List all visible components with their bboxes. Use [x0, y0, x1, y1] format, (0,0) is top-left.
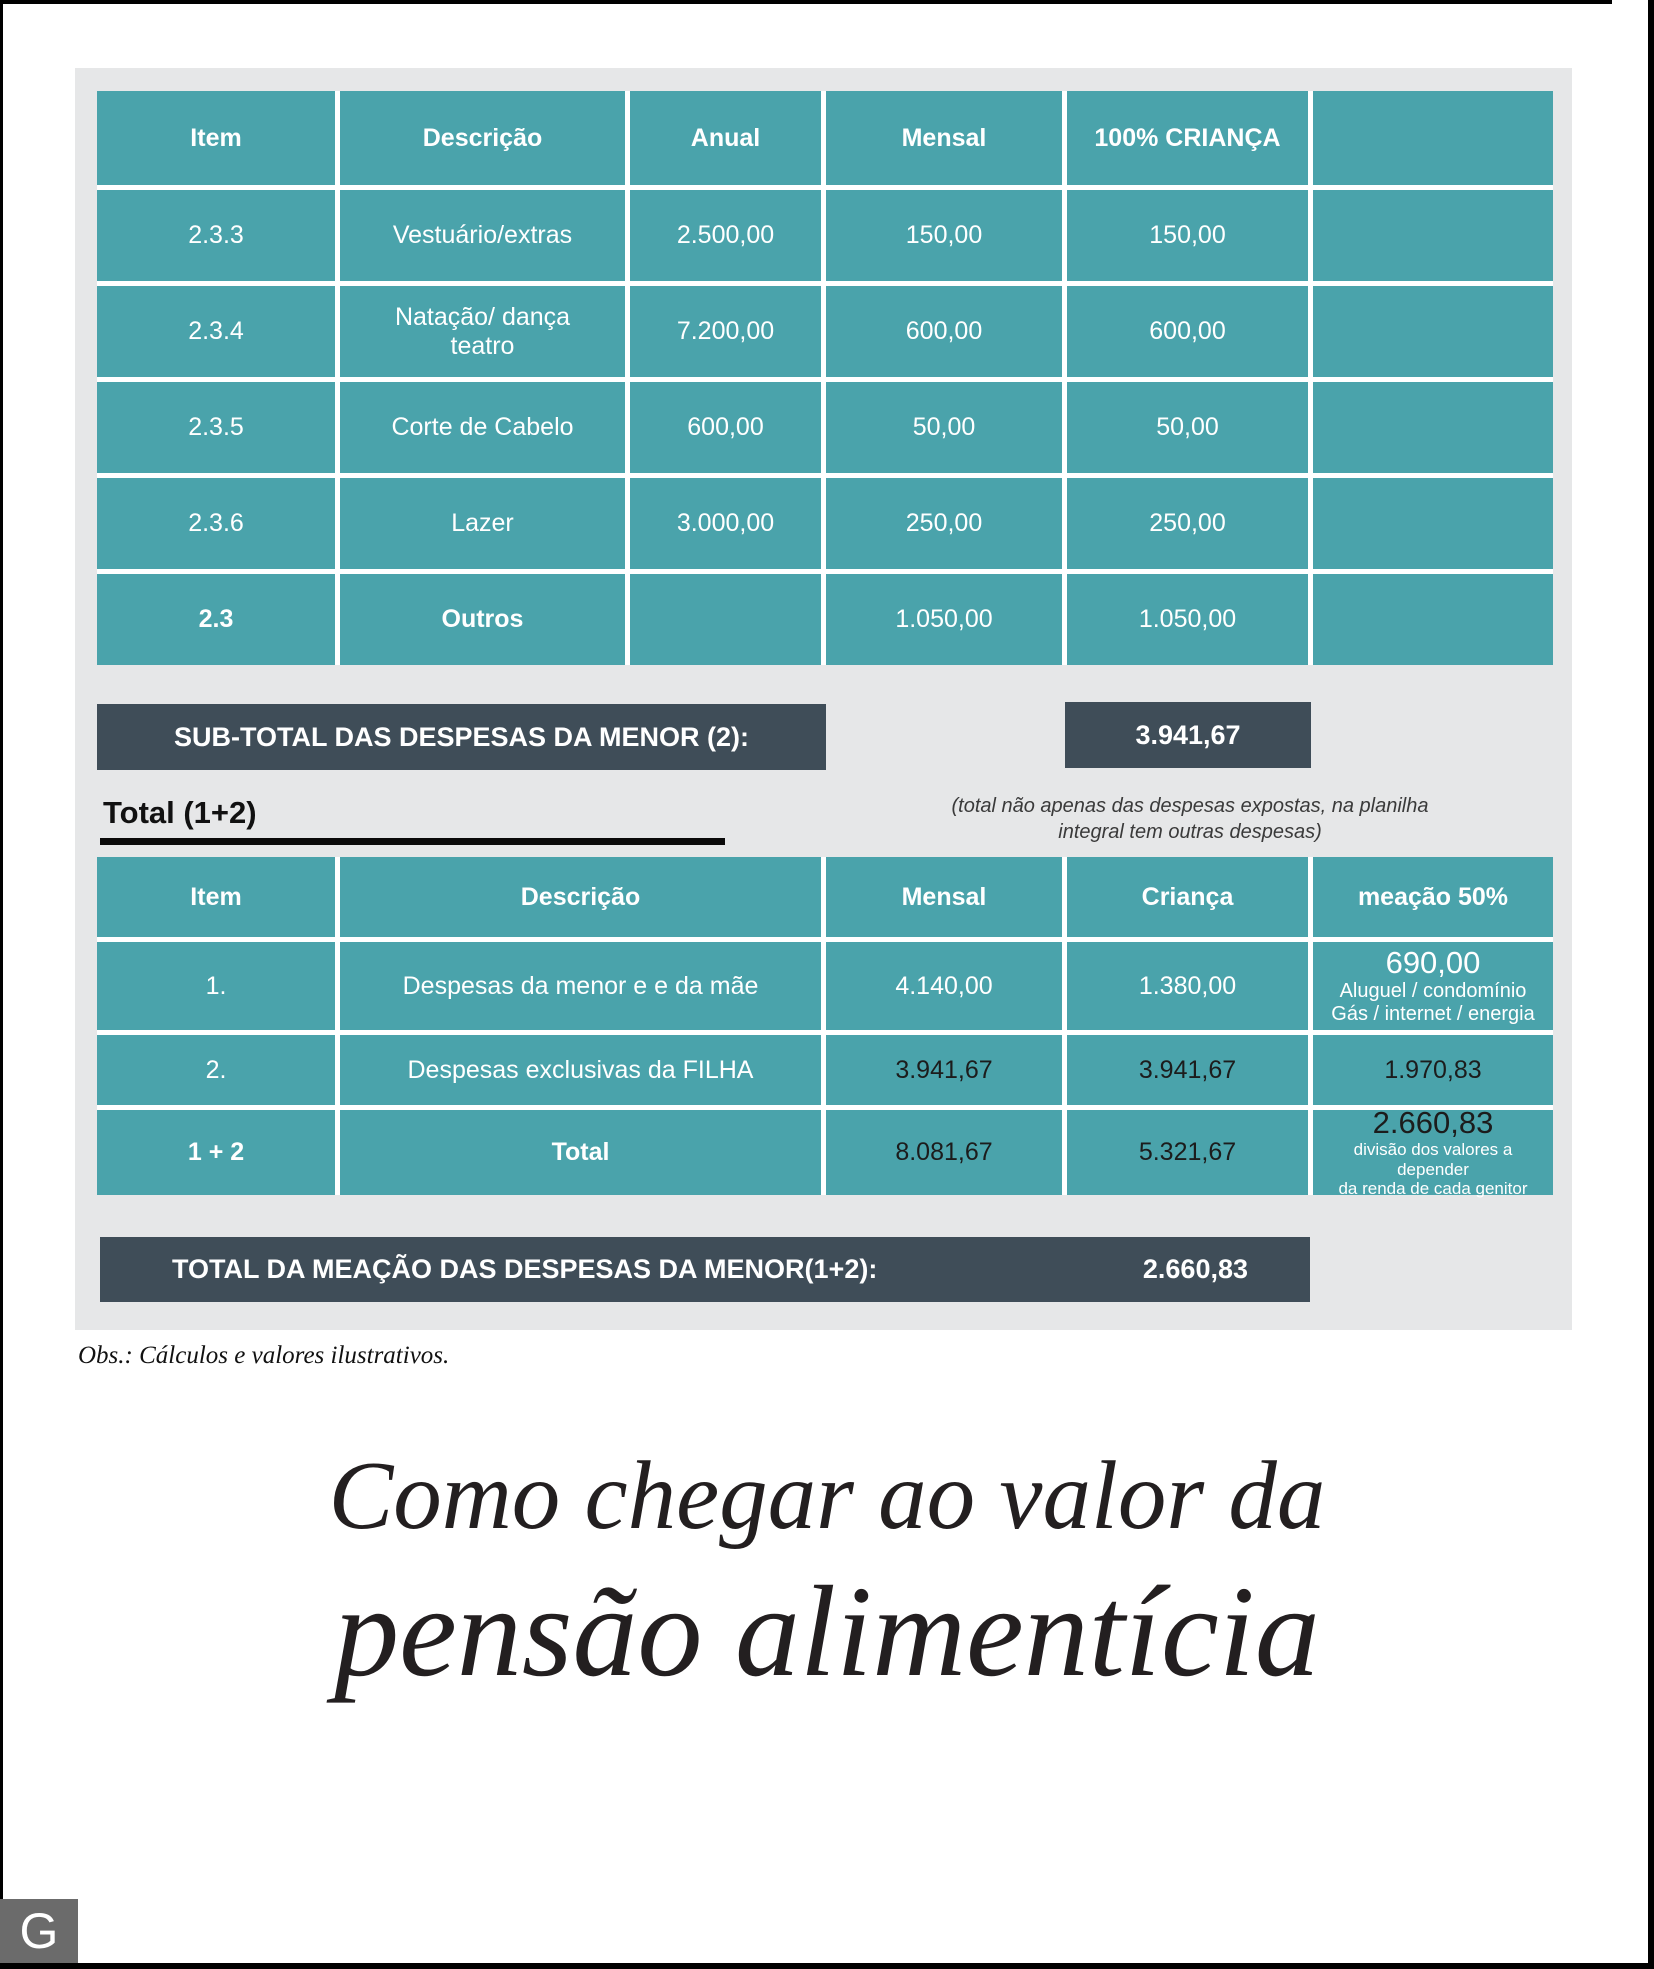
table-cell: 600,00 [630, 382, 821, 473]
totals-table: Item Descrição Mensal Criança meação 50%… [97, 857, 1553, 1198]
t2-header-item: Item [97, 857, 335, 937]
table-cell: 2.500,00 [630, 190, 821, 281]
table-cell: 8.081,67 [826, 1110, 1062, 1195]
grand-total-bar: TOTAL DA MEAÇÃO DAS DESPESAS DA MENOR(1+… [100, 1237, 1310, 1302]
title-line-2: pensão alimentícia [334, 1560, 1320, 1705]
logo-g: G [0, 1899, 78, 1963]
page-border-bottom [0, 1963, 1654, 1969]
table-cell: Lazer [340, 478, 625, 569]
table-cell: 2.3.3 [97, 190, 335, 281]
t2-header-descricao: Descrição [340, 857, 821, 937]
table-cell: 2.3.5 [97, 382, 335, 473]
page-border-right [1648, 0, 1654, 1969]
table-cell: Outros [340, 574, 625, 665]
t1-header-mensal: Mensal [826, 91, 1062, 185]
table-cell: 150,00 [826, 190, 1062, 281]
table-cell: 1. [97, 942, 335, 1030]
table-cell: 2.3.6 [97, 478, 335, 569]
table-cell [1313, 190, 1553, 281]
table-cell: Natação/ dança teatro [340, 286, 625, 377]
table-cell: 2.3.4 [97, 286, 335, 377]
t2-header-meacao: meação 50% [1313, 857, 1553, 937]
table-cell: Total [340, 1110, 821, 1195]
table-cell: 50,00 [1067, 382, 1308, 473]
t1-header-descricao: Descrição [340, 91, 625, 185]
table-cell-meacao: 690,00 Aluguel / condomínio Gás / intern… [1313, 942, 1553, 1030]
table-cell [1313, 478, 1553, 569]
table-cell [1313, 286, 1553, 377]
page-title: Como chegar ao valor da pensão alimentíc… [0, 1438, 1654, 1710]
meacao-value: 2.660,83 [1372, 1105, 1494, 1141]
subtotal-value-box: 3.941,67 [1065, 702, 1311, 768]
table-cell [1313, 382, 1553, 473]
table-cell: 250,00 [826, 478, 1062, 569]
logo-letter: G [19, 1903, 59, 1959]
table-cell: 50,00 [826, 382, 1062, 473]
table-cell: 1.970,83 [1313, 1035, 1553, 1105]
heading-underline [100, 838, 725, 845]
table-cell [630, 574, 821, 665]
note-line-1: (total não apenas das despesas expostas,… [951, 795, 1429, 817]
table-cell: 2.3 [97, 574, 335, 665]
expenses-table: Item Descrição Anual Mensal 100% CRIANÇA… [97, 91, 1553, 665]
note-line-2: integral tem outras despesas) [1058, 821, 1322, 843]
table-cell: 1.380,00 [1067, 942, 1308, 1030]
table-cell [1313, 574, 1553, 665]
page-border-top [0, 0, 1612, 4]
t2-header-mensal: Mensal [826, 857, 1062, 937]
meacao-value: 690,00 [1385, 944, 1481, 980]
table-cell: Despesas exclusivas da FILHA [340, 1035, 821, 1105]
obs-note: Obs.: Cálculos e valores ilustrativos. [78, 1342, 450, 1369]
table-cell: 3.941,67 [1067, 1035, 1308, 1105]
meacao-subtext: da renda de cada genitor [1338, 1179, 1528, 1199]
meacao-subtext: divisão dos valores a depender [1353, 1140, 1513, 1179]
spreadsheet-panel: Item Descrição Anual Mensal 100% CRIANÇA… [75, 68, 1572, 1330]
meacao-subtext: Aluguel / condomínio [1339, 980, 1527, 1003]
table-cell: 5.321,67 [1067, 1110, 1308, 1195]
table-cell: 3.941,67 [826, 1035, 1062, 1105]
table-cell: 600,00 [1067, 286, 1308, 377]
grand-total-label: TOTAL DA MEAÇÃO DAS DESPESAS DA MENOR(1+… [172, 1254, 878, 1284]
parenthetical-note: (total não apenas das despesas expostas,… [880, 793, 1500, 845]
t1-header-empty [1313, 91, 1553, 185]
table-cell: 4.140,00 [826, 942, 1062, 1030]
table-cell: 250,00 [1067, 478, 1308, 569]
t1-header-100-crianca: 100% CRIANÇA [1067, 91, 1308, 185]
page-border-left [0, 0, 3, 1969]
table-cell: 7.200,00 [630, 286, 821, 377]
table-cell: Despesas da menor e e da mãe [340, 942, 821, 1030]
subtotal-value: 3.941,67 [1135, 719, 1241, 750]
table-cell: Corte de Cabelo [340, 382, 625, 473]
table-cell-meacao: 2.660,83 divisão dos valores a depender … [1313, 1106, 1553, 1198]
table-cell: 600,00 [826, 286, 1062, 377]
table-cell: 3.000,00 [630, 478, 821, 569]
title-line-1: Como chegar ao valor da [328, 1442, 1326, 1549]
table-cell: 2. [97, 1035, 335, 1105]
table-cell: 150,00 [1067, 190, 1308, 281]
subtotal-bar: SUB-TOTAL DAS DESPESAS DA MENOR (2): [97, 704, 826, 770]
t2-header-crianca: Criança [1067, 857, 1308, 937]
table-cell: 1.050,00 [1067, 574, 1308, 665]
table-cell: 1.050,00 [826, 574, 1062, 665]
table-cell: 1 + 2 [97, 1110, 335, 1195]
total-section-heading: Total (1+2) [103, 795, 257, 830]
t1-header-item: Item [97, 91, 335, 185]
grand-total-value: 2.660,83 [1142, 1254, 1248, 1284]
subtotal-label: SUB-TOTAL DAS DESPESAS DA MENOR (2): [173, 721, 750, 752]
meacao-subtext: Gás / internet / energia [1331, 1003, 1535, 1026]
table-cell: Vestuário/extras [340, 190, 625, 281]
t1-header-anual: Anual [630, 91, 821, 185]
